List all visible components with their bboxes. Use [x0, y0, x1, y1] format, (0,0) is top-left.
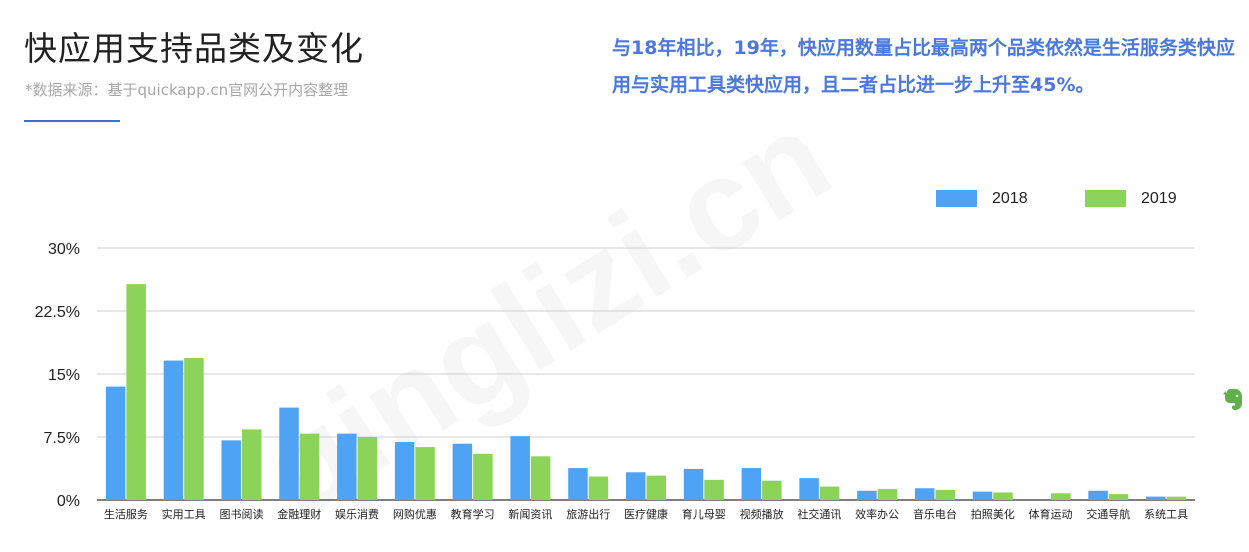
legend-label-2019: 2019 — [1141, 190, 1177, 207]
legend-label-2018: 2018 — [992, 190, 1028, 207]
bar-2018-17 — [1088, 490, 1108, 500]
bar-2019-14 — [935, 489, 955, 500]
bar-2018-14 — [914, 488, 935, 500]
bar-2018-6 — [452, 443, 473, 500]
evernote-elephant-icon[interactable] — [1222, 388, 1244, 412]
x-tick-label: 效率办公 — [855, 507, 899, 521]
bar-2019-4 — [357, 437, 378, 500]
x-tick-label: 教育学习 — [451, 507, 495, 521]
bar-2018-5 — [394, 442, 415, 500]
y-tick-label: 7.5% — [44, 430, 80, 447]
bars — [105, 284, 1187, 500]
bar-2018-1 — [163, 360, 184, 500]
bar-2019-9 — [646, 475, 666, 500]
bar-2019-1 — [184, 358, 204, 500]
bar-2019-7 — [530, 456, 551, 500]
x-tick-label: 系统工具 — [1144, 508, 1188, 521]
y-tick-label: 22.5% — [35, 304, 80, 321]
x-axis-ticks: 生活服务 实用工具 图书阅读 金融理财 娱乐消费 网购优惠 教育学习 新闻资讯 旅游出行 医疗健康… — [104, 507, 1188, 521]
bar-2018-15 — [972, 491, 993, 500]
bar-2019-10 — [704, 479, 724, 500]
bar-2019-0 — [126, 284, 146, 500]
bar-2019-13 — [877, 489, 898, 500]
x-tick-label: 旅游出行 — [566, 507, 610, 521]
x-tick-label: 医疗健康 — [624, 507, 668, 521]
headline-summary: 与18年相比，19年，快应用数量占比最高两个品类依然是生活服务类快应用与实用工具… — [612, 37, 1235, 96]
x-tick-label: 实用工具 — [162, 507, 206, 521]
x-tick-label: 育儿母婴 — [682, 507, 726, 521]
bar-2018-8 — [568, 468, 588, 500]
bar-2019-12 — [819, 486, 840, 500]
y-tick-label: 30% — [48, 241, 80, 258]
bar-2019-15 — [993, 492, 1013, 500]
bar-2018-2 — [221, 440, 241, 500]
bar-2019-18 — [1166, 496, 1187, 500]
y-axis-ticks: 0% 7.5% 15% 22.5% 30% — [35, 241, 80, 510]
bar-2018-3 — [279, 407, 299, 500]
bar-2018-4 — [337, 433, 357, 500]
bar-2019-8 — [588, 476, 609, 500]
bar-2018-13 — [857, 490, 877, 500]
bar-2019-5 — [415, 447, 435, 500]
x-tick-label: 音乐电台 — [913, 507, 957, 521]
bar-2018-0 — [105, 386, 126, 500]
legend-swatch-2019 — [1085, 190, 1126, 207]
x-tick-label: 金融理财 — [277, 507, 321, 521]
x-tick-label: 新闻资讯 — [508, 507, 552, 521]
x-tick-label: 娱乐消费 — [335, 507, 379, 521]
bar-2018-9 — [626, 472, 646, 500]
x-tick-label: 交通导航 — [1086, 507, 1130, 521]
title-underline — [24, 120, 120, 122]
bar-2019-2 — [241, 429, 262, 500]
x-tick-label: 图书阅读 — [219, 507, 263, 521]
bar-2019-3 — [299, 433, 320, 500]
x-tick-label: 视频播放 — [740, 507, 784, 521]
page-title: 快应用支持品类及变化 — [24, 29, 364, 68]
bar-2018-7 — [510, 436, 530, 500]
y-tick-label: 0% — [57, 493, 80, 510]
x-tick-label: 体育运动 — [1029, 507, 1073, 521]
x-tick-label: 网购优惠 — [393, 507, 437, 521]
data-source-note: *数据来源：基于quickapp.cn官网公开内容整理 — [25, 81, 349, 99]
y-tick-label: 15% — [48, 367, 80, 384]
bar-2018-11 — [741, 468, 762, 500]
bar-2018-18 — [1146, 496, 1166, 500]
x-tick-label: 社交通讯 — [797, 507, 841, 521]
x-tick-label: 拍照美化 — [971, 507, 1015, 521]
bar-2019-16 — [1051, 493, 1071, 500]
bar-2018-12 — [799, 478, 819, 500]
bar-2019-6 — [473, 453, 493, 500]
bar-2019-17 — [1108, 494, 1129, 500]
bar-2018-10 — [683, 468, 704, 500]
bar-2019-11 — [762, 480, 782, 500]
legend-swatch-2018 — [936, 190, 977, 207]
x-tick-label: 生活服务 — [104, 507, 148, 521]
